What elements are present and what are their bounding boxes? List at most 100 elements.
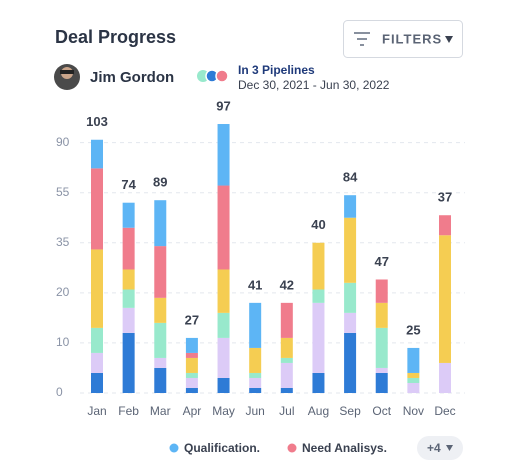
- bar-segment: [249, 347, 262, 373]
- total-label: 42: [280, 277, 294, 292]
- bar-segment: [407, 372, 420, 378]
- total-label: 27: [185, 312, 199, 327]
- bar-segment: [122, 269, 135, 290]
- x-tick-label: Jun: [246, 404, 265, 418]
- bar-segment: [312, 289, 325, 303]
- bar-segment: [280, 387, 293, 393]
- bar-segment: [280, 337, 293, 358]
- total-label: 40: [311, 217, 325, 232]
- title: Deal Progress: [55, 27, 176, 47]
- filter-icon: [354, 32, 370, 46]
- filters-label[interactable]: FILTERS: [382, 31, 442, 46]
- bar-segment: [122, 227, 135, 270]
- total-label: 89: [153, 175, 167, 190]
- bar-segment: [185, 377, 198, 388]
- bar-segment: [407, 347, 420, 373]
- x-tick-label: Oct: [372, 404, 391, 418]
- legend-swatch: [287, 443, 297, 453]
- bar-segment: [375, 302, 388, 328]
- bar-segment: [154, 246, 167, 298]
- y-tick-label: 90: [56, 135, 70, 149]
- x-tick-label: Apr: [183, 404, 202, 418]
- bar-segment: [375, 327, 388, 368]
- bar-segment: [375, 367, 388, 373]
- bar-segment: [185, 352, 198, 358]
- bar-segment: [344, 217, 357, 283]
- bar-segment: [154, 297, 167, 323]
- y-tick-label: 10: [56, 335, 70, 349]
- bar-segment: [280, 362, 293, 388]
- legend-label: Need Analisys.: [302, 441, 387, 455]
- bar-segment: [122, 332, 135, 393]
- total-label: 84: [343, 170, 358, 185]
- bar-segment: [91, 139, 103, 169]
- legend-label: Qualification.: [184, 441, 260, 455]
- bar-segment: [154, 357, 167, 368]
- bar-segment: [375, 372, 388, 393]
- bar-segment: [154, 200, 167, 247]
- bar-segment: [280, 302, 293, 338]
- bar-segment: [375, 279, 388, 303]
- bar-segment: [249, 372, 262, 378]
- bar-segment: [407, 377, 420, 383]
- x-tick-label: Feb: [118, 404, 139, 418]
- bar-segment: [217, 312, 230, 338]
- total-label: 37: [438, 190, 452, 205]
- bar-segment: [185, 372, 198, 378]
- legend-more[interactable]: +4: [427, 441, 441, 455]
- pipeline-dot: [215, 69, 229, 83]
- bar-segment: [217, 377, 230, 393]
- legend-more-caret: [446, 445, 453, 451]
- bar-segment: [344, 282, 357, 313]
- x-tick-label: Jul: [279, 404, 294, 418]
- bar-segment: [217, 269, 230, 313]
- bar-segment: [122, 289, 135, 308]
- bar-segment: [249, 302, 262, 348]
- x-tick-label: Aug: [308, 404, 329, 418]
- legend-more-pill[interactable]: [417, 436, 463, 460]
- total-label: 74: [121, 177, 136, 192]
- bar-segment: [217, 124, 230, 186]
- bar-segment: [217, 337, 230, 378]
- bar-segment: [439, 235, 451, 363]
- y-tick-label: 20: [56, 285, 70, 299]
- dropdown-caret: [445, 36, 453, 43]
- bar-segment: [407, 382, 420, 393]
- bar-segment: [122, 202, 135, 228]
- bar-segment: [439, 362, 451, 393]
- bar-segment: [344, 195, 357, 218]
- x-tick-label: May: [212, 404, 235, 418]
- bar-segment: [122, 307, 135, 333]
- bar-segment: [344, 312, 357, 333]
- x-tick-label: Nov: [403, 404, 424, 418]
- bar-segment: [312, 372, 325, 393]
- bar-segment: [154, 367, 167, 393]
- total-label: 25: [406, 322, 420, 337]
- bar-segment: [91, 372, 103, 393]
- pipelines-label: In 3 Pipelines: [238, 63, 315, 77]
- legend-swatch: [169, 443, 179, 453]
- bar-segment: [280, 357, 293, 363]
- bar-segment: [91, 327, 103, 353]
- user-name: Jim Gordon: [90, 69, 174, 86]
- bar-segment: [249, 387, 262, 393]
- bar-segment: [217, 185, 230, 270]
- bar-segment: [91, 249, 103, 328]
- y-tick-label: 0: [56, 385, 63, 399]
- bar-segment: [185, 357, 198, 373]
- filters-button[interactable]: [343, 20, 463, 58]
- bar-segment: [185, 337, 198, 353]
- bar-segment: [344, 332, 357, 393]
- bar-segment: [439, 215, 451, 236]
- y-tick-label: 55: [56, 185, 70, 199]
- avatar-glasses: [60, 70, 74, 74]
- total-label: 47: [374, 254, 388, 269]
- date-range: Dec 30, 2021 - Jun 30, 2022: [238, 78, 390, 92]
- x-tick-label: Sep: [339, 404, 361, 418]
- bar-segment: [312, 302, 325, 373]
- x-tick-label: Mar: [150, 404, 171, 418]
- total-label: 103: [86, 114, 108, 129]
- x-tick-label: Jan: [87, 404, 106, 418]
